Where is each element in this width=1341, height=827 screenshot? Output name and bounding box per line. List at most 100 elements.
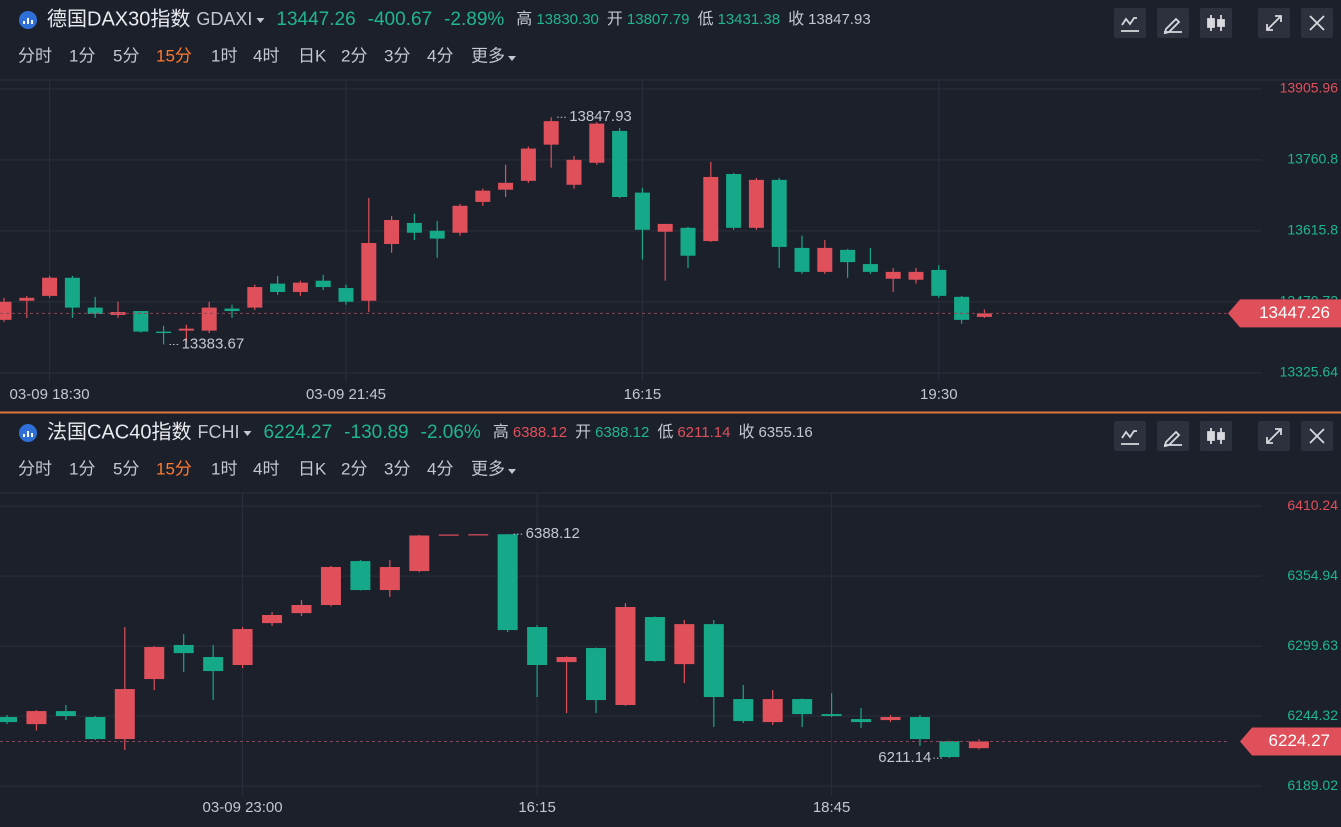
y-tick-label: 13325.64 — [1280, 364, 1339, 380]
last-price: 6224.27 — [263, 422, 332, 443]
candle-body — [350, 561, 371, 591]
dropdown-arrow[interactable] — [256, 18, 265, 23]
candle-body — [224, 308, 240, 312]
period-tab[interactable]: 更多 — [471, 459, 505, 478]
instrument-code[interactable]: GDAXI — [196, 9, 252, 29]
period-tab[interactable]: 3分 — [384, 459, 410, 478]
candle-body — [634, 192, 650, 230]
period-tab[interactable]: 更多 — [471, 46, 505, 65]
toolbar-icon — [1163, 430, 1182, 448]
candle-body — [429, 230, 445, 239]
candle-body — [156, 331, 172, 334]
candle-body — [851, 719, 872, 723]
period-tab[interactable]: 1时 — [211, 459, 237, 478]
instrument-code[interactable]: FCHI — [197, 422, 239, 442]
toolbar-icon — [1207, 15, 1225, 31]
candle-body — [315, 280, 331, 288]
symbol-icon-bar — [23, 434, 25, 437]
y-tick-label: 13615.8 — [1287, 222, 1338, 238]
dropdown-arrow[interactable] — [508, 56, 516, 61]
symbol-icon-bar — [27, 18, 29, 24]
candle-body — [270, 283, 286, 292]
period-tab[interactable]: 2分 — [341, 459, 367, 478]
candle-body — [674, 624, 695, 665]
candle-body — [262, 615, 283, 624]
candle-body — [556, 657, 577, 663]
candle-body — [589, 123, 605, 163]
toolbar-icon — [1266, 15, 1282, 31]
last-price-tag — [1228, 299, 1341, 328]
toolbar-button[interactable] — [1200, 421, 1232, 451]
candle-body — [475, 190, 491, 202]
period-tab[interactable]: 3分 — [384, 46, 410, 65]
candle-body — [976, 313, 992, 317]
y-tick-label: 6354.94 — [1287, 567, 1338, 583]
candle-body — [85, 717, 106, 740]
symbol-icon-bar — [27, 431, 29, 437]
candle-body — [438, 534, 459, 536]
low-annotation: 13383.67 — [182, 335, 245, 352]
period-tab[interactable]: 5分 — [113, 459, 139, 478]
candle-body — [931, 269, 947, 296]
price-change: -400.67 — [368, 9, 432, 30]
candle-body — [862, 264, 878, 272]
x-tick-label: 16:15 — [518, 799, 556, 816]
last-price-tag-label: 6224.27 — [1269, 731, 1330, 750]
stat-value: 6388.12 — [513, 424, 567, 441]
period-tab[interactable]: 15分 — [156, 46, 192, 65]
period-tab[interactable]: 2分 — [341, 46, 367, 65]
period-tab[interactable]: 1分 — [69, 459, 95, 478]
candle-body — [497, 534, 518, 631]
period-tab[interactable]: 4分 — [427, 46, 453, 65]
period-tab[interactable]: 1时 — [211, 46, 237, 65]
price-change-pct: -2.06% — [421, 422, 481, 443]
last-price-tag-label: 13447.26 — [1259, 303, 1330, 322]
candle-body — [586, 648, 606, 701]
candle-body — [110, 312, 126, 315]
candle-body — [498, 182, 514, 190]
candle-body — [703, 624, 724, 698]
candle-body — [320, 567, 341, 605]
toolbar-icon — [1207, 428, 1225, 444]
stat-value: 13847.93 — [808, 11, 871, 28]
period-tab[interactable]: 分时 — [18, 46, 52, 65]
period-tab[interactable]: 日K — [298, 46, 327, 65]
x-tick-label: 18:45 — [813, 799, 851, 816]
stat-label: 高 — [516, 10, 532, 28]
last-price: 13447.26 — [276, 9, 355, 30]
dropdown-arrow[interactable] — [243, 431, 252, 436]
dropdown-arrow[interactable] — [508, 469, 516, 474]
candle-body — [361, 243, 377, 301]
period-tab[interactable]: 日K — [298, 459, 327, 478]
period-tab[interactable]: 4时 — [253, 459, 279, 478]
candle-body — [173, 645, 194, 654]
period-tab[interactable]: 分时 — [18, 459, 52, 478]
candle-body — [817, 247, 833, 272]
stat-value: 6355.16 — [758, 424, 812, 441]
candle-body — [203, 657, 224, 672]
high-annotation: 6388.12 — [526, 525, 580, 542]
y-tick-label: 6299.63 — [1287, 637, 1338, 653]
candle-body — [0, 301, 12, 320]
candle-body — [379, 567, 400, 591]
candle-body — [885, 271, 901, 279]
toolbar-button[interactable] — [1200, 8, 1232, 38]
period-tab[interactable]: 15分 — [156, 459, 192, 478]
period-tab[interactable]: 4分 — [427, 459, 453, 478]
candle-body — [409, 535, 430, 572]
toolbar-icon — [1121, 430, 1139, 445]
candle-body — [703, 176, 719, 242]
y-tick-label: 13760.8 — [1287, 151, 1338, 167]
toolbar-icon — [1309, 428, 1325, 444]
x-tick-label: 16:15 — [624, 386, 662, 403]
stat-label: 低 — [657, 423, 673, 441]
period-tab[interactable]: 5分 — [113, 46, 139, 65]
period-tab[interactable]: 1分 — [69, 46, 95, 65]
candle-body — [64, 277, 80, 308]
stat-value: 6388.12 — [595, 424, 649, 441]
candle-body — [615, 607, 636, 705]
period-tab[interactable]: 4时 — [253, 46, 279, 65]
low-annotation: 6211.14 — [878, 749, 931, 766]
candle-body — [748, 179, 764, 228]
